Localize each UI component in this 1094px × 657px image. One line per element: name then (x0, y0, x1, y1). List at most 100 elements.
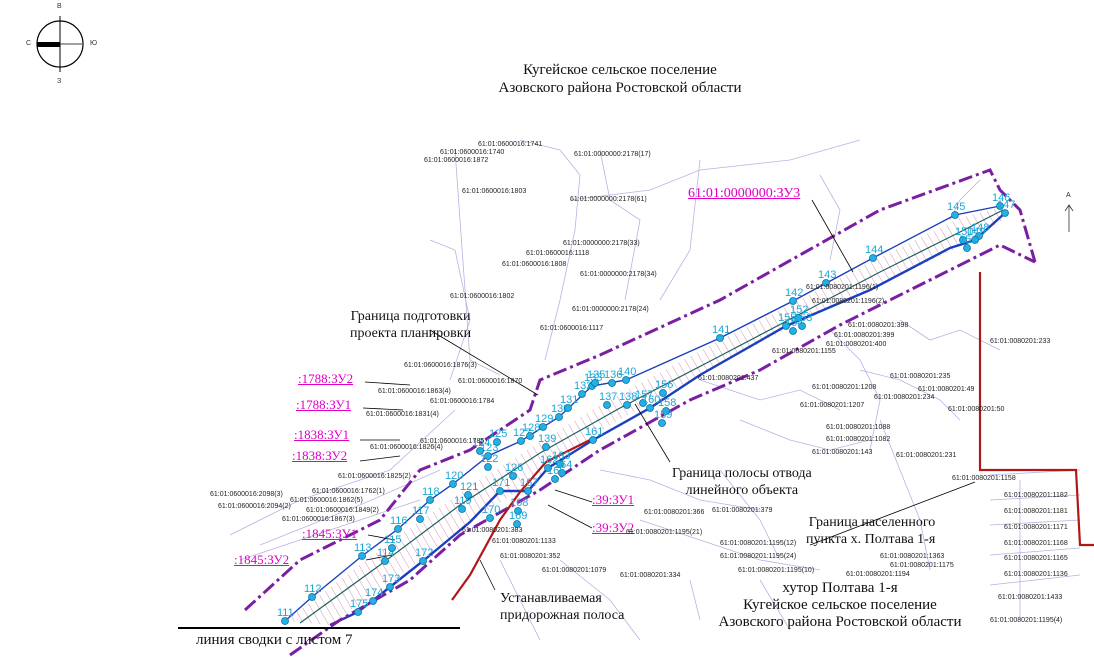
cadastral-label: 61:01:0080201:1195(4) (990, 617, 1063, 624)
zu-label: :39:ЗУ1 (592, 492, 635, 507)
cadastral-label: 61:01:0000000:2178(17) (574, 151, 651, 158)
compass-label-left: С (26, 40, 32, 47)
survey-point-116: 116 (390, 515, 408, 533)
cadastral-label: 61:01:0080201:1082 (826, 436, 891, 443)
cadastral-label: 61:01:0600016:1862(5) (290, 497, 363, 504)
survey-point-123: 123 (480, 442, 498, 460)
survey-point-marker (591, 379, 599, 387)
callout-strip-boundary-l2: линейного объекта (685, 483, 799, 498)
village-label-l3: Азовского района Ростовской области (718, 614, 962, 630)
cadastral-label: 61:01:0080201:1195(12) (720, 540, 797, 547)
survey-point-label: 112 (304, 583, 322, 595)
survey-point-label: 150 (955, 226, 973, 238)
cadastral-label: 61:01:0080201:1171 (1004, 524, 1068, 531)
survey-point-marker (476, 447, 484, 455)
survey-point-147: 147 (997, 199, 1015, 217)
survey-point-144: 144 (865, 244, 883, 262)
survey-point-label: 140 (618, 366, 636, 378)
survey-point-171: 171 (492, 477, 510, 495)
survey-point-124: 124 (472, 437, 490, 455)
cadastral-label: 61:01:0000000:2178(33) (563, 240, 640, 247)
survey-point-137: 137 (599, 391, 617, 409)
survey-point-marker (623, 401, 631, 409)
survey-point-135: 135 (587, 369, 605, 387)
survey-point-marker (564, 404, 572, 412)
cadastral-label: 61:01:0080201:437 (698, 375, 759, 382)
survey-point-151: 151 (959, 234, 977, 252)
survey-point-marker (509, 472, 517, 480)
cadastral-label: 61:01:0600016:1867(3) (282, 516, 355, 523)
survey-point-marker (513, 520, 521, 528)
cadastral-label: 61:01:0080201:399 (834, 332, 895, 339)
survey-point-marker (369, 597, 377, 605)
survey-point-label: 149 (967, 226, 985, 238)
zu-label: :1788:ЗУ1 (296, 397, 352, 412)
survey-point-label: 146 (992, 192, 1010, 204)
survey-point-118: 118 (422, 486, 440, 504)
survey-point-marker (496, 487, 504, 495)
survey-point-label: 123 (480, 442, 498, 454)
survey-point-marker (658, 419, 666, 427)
survey-point-marker (354, 608, 362, 616)
survey-point-174: 174 (365, 587, 383, 605)
survey-point-label: 125 (489, 428, 507, 440)
cadastral-label: 61:01:0600016:1802 (450, 293, 515, 300)
survey-point-label: 169 (509, 510, 527, 522)
cadastral-label: 61:01:0080201:50 (948, 406, 1005, 413)
cadastral-label: 61:01:0600016:1117 (540, 325, 604, 332)
cadastral-label: 61:01:0600016:1831(4) (366, 411, 439, 418)
survey-point-label: 164 (554, 459, 572, 471)
survey-point-label: 165 (547, 465, 565, 477)
survey-point-label: 148 (971, 222, 989, 234)
survey-point-126: 126 (505, 462, 523, 480)
survey-point-167: 167 (520, 477, 538, 495)
cadastral-parcel-lines (229, 139, 1081, 641)
survey-point-marker (646, 404, 654, 412)
survey-point-label: 118 (422, 486, 440, 498)
survey-point-label: 156 (655, 379, 673, 391)
survey-point-label: 132 (574, 380, 592, 392)
survey-point-153: 153 (794, 312, 812, 330)
survey-point-marker (484, 452, 492, 460)
survey-point-159: 159 (654, 409, 672, 427)
survey-point-132: 132 (574, 380, 592, 398)
survey-point-marker (951, 211, 959, 219)
zu-label: :1788:ЗУ2 (298, 371, 354, 386)
cadastral-label: 61:01:0080201:1195(21) (626, 529, 703, 536)
survey-point-marker (662, 407, 670, 415)
survey-point-172: 172 (415, 547, 433, 565)
cadastral-label: 61:01:0600016:1863(4) (378, 388, 451, 395)
cadastral-label: 61:01:0000000:2178(61) (570, 196, 647, 203)
callout-planning-boundary-l2: проекта планировки (350, 326, 472, 341)
survey-point-marker (603, 401, 611, 409)
survey-point-label: 121 (460, 481, 478, 493)
survey-point-label: 153 (794, 312, 812, 324)
survey-point-label: 131 (560, 394, 578, 406)
survey-point-163: 163 (552, 450, 570, 468)
survey-point-label: 174 (365, 587, 383, 599)
survey-point-marker (798, 322, 806, 330)
cadastral-label: 61:01:0080201:1194 (846, 571, 910, 578)
cadastral-label: 61:01:0600016:1784 (430, 398, 495, 405)
cadastral-label: 61:01:0600016:1762(1) (312, 488, 385, 495)
callout-roadside-l1: Устанавливаемая (500, 591, 602, 606)
survey-point-label: 147 (997, 199, 1015, 211)
survey-point-marker (716, 334, 724, 342)
survey-point-143: 143 (818, 269, 836, 287)
survey-point-marker (558, 469, 566, 477)
cadastral-label: 61:01:0080201:398 (848, 322, 909, 329)
cadastral-label: 61:01:0080201:1195(24) (720, 553, 797, 560)
survey-point-label: 126 (505, 462, 523, 474)
cadastral-label: 61:01:0080201:400 (826, 341, 887, 348)
survey-point-129: 129 (535, 413, 553, 431)
survey-point-marker (358, 552, 366, 560)
cadastral-label: 61:01:0080201:1175 (890, 562, 954, 569)
cadastral-label: 61:01:0080201:1181 (1004, 508, 1068, 515)
map-title: Кугейское сельское поселение Азовского р… (410, 61, 830, 97)
survey-point-marker (449, 480, 457, 488)
junction-line-label: линия сводки с листом 7 (196, 632, 353, 648)
survey-point-149: 149 (967, 226, 985, 244)
cadastral-label: 61:01:0000000:2178(24) (572, 306, 649, 313)
survey-point-label: 116 (390, 515, 408, 527)
